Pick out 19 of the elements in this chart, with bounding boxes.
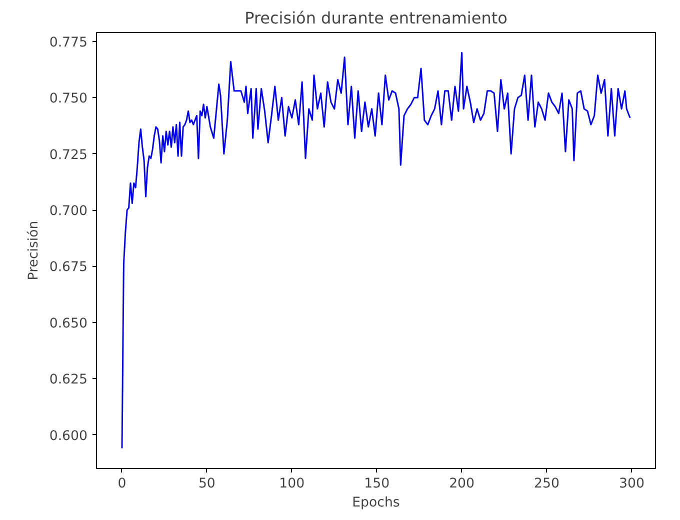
- x-axis-title: Epochs: [352, 496, 400, 510]
- y-axis-title: Precisión: [26, 220, 42, 280]
- y-tick-label: 0.775: [49, 35, 88, 50]
- chart-title: Precisión durante entrenamiento: [244, 8, 508, 28]
- x-tick-label: 150: [364, 476, 390, 492]
- x-tick-label: 250: [534, 476, 560, 492]
- x-tick-label: 300: [618, 476, 644, 492]
- x-tick-label: 50: [198, 476, 216, 492]
- y-tick-label: 0.675: [49, 260, 88, 276]
- y-tick-label: 0.750: [49, 92, 88, 107]
- y-tick-label: 0.650: [49, 316, 88, 332]
- y-tick-label: 0.600: [49, 428, 88, 444]
- x-tick-label: 100: [279, 476, 305, 492]
- y-tick-label: 0.625: [49, 372, 88, 388]
- x-tick-label: 0: [118, 476, 126, 492]
- line-series: [121, 52, 631, 450]
- y-tick-label: 0.700: [49, 204, 88, 220]
- x-tick-label: 200: [449, 476, 475, 492]
- y-tick-label: 0.725: [49, 148, 88, 163]
